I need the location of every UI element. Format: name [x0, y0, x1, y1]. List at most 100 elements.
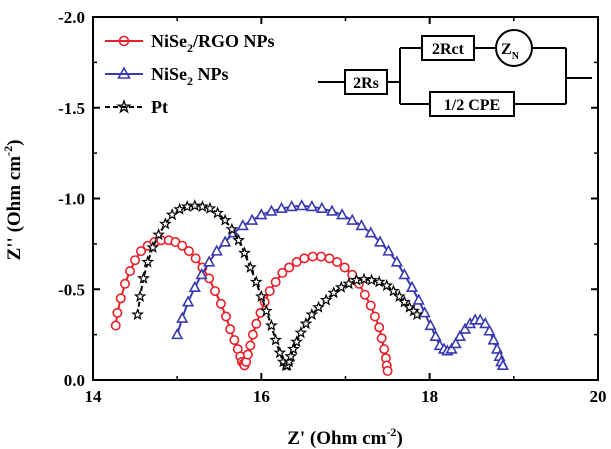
data-point-circle: [307, 251, 318, 262]
data-point-star: [211, 206, 224, 219]
data-point-star: [269, 333, 283, 346]
data-point-star: [203, 201, 217, 214]
data-point-triangle: [188, 280, 201, 292]
label-rs: 2Rs: [353, 75, 379, 92]
data-point-triangle: [474, 313, 487, 325]
data-point-triangle: [449, 337, 462, 349]
data-point-triangle: [483, 324, 496, 336]
data-point-circle: [339, 262, 350, 273]
data-point-star: [180, 200, 194, 213]
y-tick-label: 0.0: [64, 371, 85, 390]
data-point-star: [225, 222, 239, 235]
data-point-circle: [135, 246, 146, 257]
data-point-circle: [316, 251, 327, 262]
data-point-star: [284, 349, 298, 362]
data-point-star: [299, 317, 313, 330]
data-point-triangle: [496, 358, 509, 371]
legend-entry-nise2-rgo: NiSe2/RGO NPs: [105, 31, 275, 55]
data-point-star: [334, 280, 348, 293]
data-point-triangle: [336, 208, 349, 220]
data-point-star: [305, 308, 319, 321]
y-axis-title: Z'' (Ohm cm-2): [1, 140, 25, 261]
legend-marker-star: [116, 98, 132, 114]
data-point-star: [218, 213, 232, 226]
data-point-circle: [382, 365, 393, 376]
x-tick-label: 20: [590, 387, 607, 406]
data-point-star: [380, 278, 394, 292]
data-point-star: [196, 200, 209, 213]
series-layer: [110, 199, 509, 376]
data-point-triangle: [418, 306, 431, 318]
data-point-circle: [220, 311, 231, 322]
x-tick-label: 18: [421, 387, 438, 406]
data-point-circle: [332, 257, 343, 268]
data-point-star: [319, 293, 333, 306]
data-point-circle: [284, 262, 295, 273]
legend-marker-circle: [118, 35, 130, 47]
data-point-triangle: [373, 235, 387, 247]
data-point-circle: [369, 311, 380, 322]
data-point-star: [265, 318, 278, 331]
data-point-star: [287, 342, 300, 355]
data-point-triangle: [176, 311, 189, 323]
data-point-triangle: [405, 280, 419, 292]
equivalent-circuit-inset: [318, 29, 592, 117]
data-point-star: [243, 260, 257, 273]
data-point-triangle: [364, 226, 377, 238]
data-point-circle: [245, 340, 256, 351]
x-tick-label: 14: [85, 387, 103, 406]
axis-ticks: 14 16 18 20 0.0 -0.5 -1.0 -1.5 -2.0: [58, 8, 606, 406]
label-rct: 2Rct: [432, 41, 465, 58]
data-point-star: [173, 202, 187, 215]
data-point-circle: [374, 322, 385, 333]
data-point-triangle: [424, 318, 437, 331]
resistor-rct: [421, 35, 475, 61]
data-point-circle: [110, 320, 121, 331]
data-point-circle: [242, 349, 253, 360]
data-point-triangle: [382, 244, 395, 256]
data-point-star: [342, 277, 356, 290]
data-point-circle: [225, 324, 236, 335]
data-point-star: [249, 275, 263, 288]
data-point-circle: [359, 289, 370, 300]
data-point-star: [131, 307, 145, 321]
data-point-triangle: [355, 219, 368, 231]
data-point-circle: [247, 329, 258, 340]
data-point-star: [312, 300, 325, 313]
data-point-star: [137, 271, 150, 284]
data-point-star: [141, 255, 155, 268]
data-point-triangle: [295, 199, 308, 211]
data-point-triangle: [219, 235, 232, 247]
data-point-star: [146, 240, 160, 254]
data-point-triangle: [275, 201, 288, 214]
data-point-star: [365, 273, 378, 286]
data-point-star: [273, 346, 287, 359]
data-point-triangle: [245, 213, 259, 225]
data-point-star: [372, 275, 386, 288]
legend: NiSe2/RGO NPs NiSe2 NPs Pt: [105, 31, 275, 117]
data-point-star: [259, 304, 273, 317]
data-point-circle: [210, 286, 221, 297]
legend-entry-nise2: NiSe2 NPs: [105, 64, 229, 88]
data-point-star: [158, 217, 172, 230]
data-point-triangle: [182, 295, 195, 307]
data-point-circle: [365, 300, 376, 311]
data-point-circle: [125, 266, 136, 277]
data-point-circle: [215, 298, 226, 309]
data-point-star: [327, 286, 341, 299]
data-point-triangle: [412, 293, 425, 305]
data-point-star: [357, 272, 371, 285]
data-point-triangle: [305, 199, 318, 212]
legend-entry-pt: Pt: [105, 97, 168, 117]
data-point-triangle: [479, 317, 492, 329]
y-tick-label: -0.5: [58, 280, 85, 299]
data-point-triangle: [255, 208, 268, 220]
data-point-star: [294, 326, 308, 339]
data-point-star: [387, 284, 400, 297]
data-point-triangle: [236, 219, 249, 231]
data-point-star: [165, 208, 179, 221]
data-point-triangle: [315, 201, 329, 214]
data-point-circle: [379, 344, 390, 355]
data-point-circle: [119, 278, 130, 289]
